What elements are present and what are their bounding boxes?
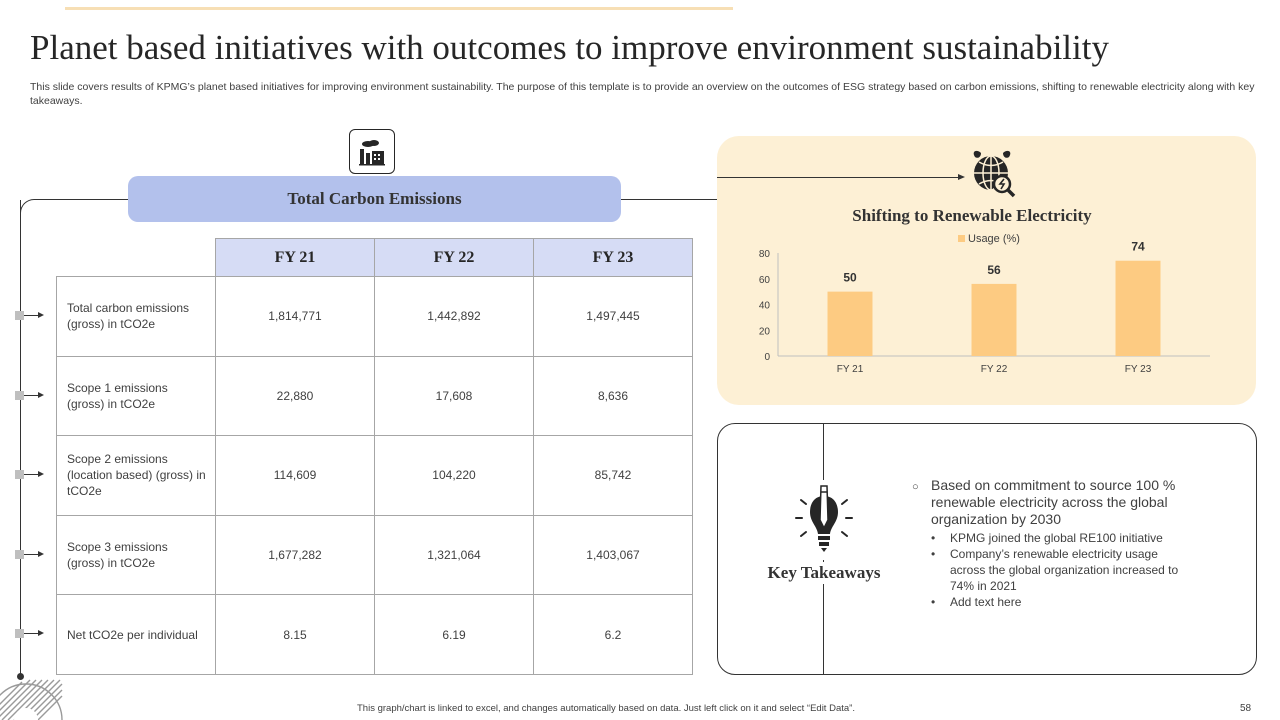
lightbulb-icon: [792, 480, 856, 560]
globe-arrow-line: [717, 177, 962, 178]
table-cell: 1,497,445: [533, 276, 693, 357]
timeline-line: [20, 200, 21, 678]
table-cell: 104,220: [374, 435, 534, 516]
emissions-table: FY 21 FY 22 FY 23 Total carbon emissions…: [56, 238, 693, 675]
table-cell: 114,609: [215, 435, 375, 516]
table-row: Scope 1 emissions (gross) in tCO2e 22,88…: [56, 355, 693, 437]
list-item-text: Add text here: [950, 595, 1022, 609]
table-row: Net tCO2e per individual 8.15 6.19 6.2: [56, 594, 693, 675]
row-marker: [15, 629, 24, 638]
table-cell: 1,442,892: [374, 276, 534, 357]
renewable-bar-chart: Usage (%) 0 20 40 60 80 50 FY 21 56 FY 22 74 FY 23: [759, 233, 1210, 375]
header-connector-line: [621, 199, 717, 200]
bullet-icon: •: [931, 595, 936, 609]
table-header-blank: [56, 238, 216, 277]
table-row: Total carbon emissions (gross) in tCO2e …: [56, 276, 693, 357]
table-cell: 8,636: [533, 355, 693, 437]
row-arrow: [24, 312, 44, 318]
factory-icon: [349, 129, 395, 174]
table-cell: 1,321,064: [374, 514, 534, 596]
bullet-icon: •: [931, 547, 936, 561]
takeaway-sub-list: • KPMG joined the global RE100 initiative…: [931, 530, 1191, 610]
list-item: • KPMG joined the global RE100 initiative: [931, 530, 1191, 546]
legend-swatch: [958, 235, 965, 242]
table-header-fy22: FY 22: [374, 238, 534, 277]
row-label: Scope 1 emissions (gross) in tCO2e: [56, 355, 216, 437]
y-tick-label: 20: [759, 326, 771, 337]
table-cell: 1,814,771: [215, 276, 375, 357]
timeline-corner: [20, 199, 128, 219]
x-tick-label: FY 21: [837, 364, 864, 375]
table-cell: 85,742: [533, 435, 693, 516]
table-row: Scope 2 emissions (location based) (gros…: [56, 435, 693, 516]
list-item: • Company’s renewable electricity usage a…: [931, 546, 1191, 594]
table-row: Scope 3 emissions (gross) in tCO2e 1,677…: [56, 514, 693, 596]
row-arrow: [24, 471, 44, 477]
globe-search-icon: [967, 147, 1017, 199]
footer-note: This graph/chart is linked to excel, and…: [357, 703, 855, 714]
takeaway-main-text: Based on commitment to source 100 % rene…: [931, 477, 1176, 527]
bar-data-label: 56: [987, 263, 1001, 277]
timeline-end-dot: [17, 673, 24, 680]
y-tick-label: 80: [759, 249, 771, 260]
table-cell: 8.15: [215, 594, 375, 675]
row-arrow: [24, 630, 44, 636]
page-title: Planet based initiatives with outcomes t…: [30, 28, 1109, 67]
page-subtitle: This slide covers results of KPMG’s plan…: [30, 81, 1255, 107]
row-arrow: [24, 392, 44, 398]
row-marker: [15, 391, 24, 400]
page-number: 58: [1240, 703, 1252, 714]
row-arrow: [24, 551, 44, 557]
table-cell: 17,608: [374, 355, 534, 437]
table-header-row: FY 21 FY 22 FY 23: [56, 238, 693, 277]
row-marker: [15, 550, 24, 559]
y-tick-label: 40: [759, 301, 771, 312]
x-tick-label: FY 22: [981, 364, 1008, 375]
table-cell: 1,403,067: [533, 514, 693, 596]
list-item-text: KPMG joined the global RE100 initiative: [950, 531, 1163, 545]
row-label: Scope 2 emissions (location based) (gros…: [56, 435, 216, 516]
y-tick-label: 60: [759, 275, 771, 286]
list-item: • Add text here: [931, 594, 1191, 610]
y-tick-label: 0: [764, 352, 770, 363]
row-marker: [15, 311, 24, 320]
table-header-fy23: FY 23: [533, 238, 693, 277]
table-cell: 1,677,282: [215, 514, 375, 596]
table-cell: 22,880: [215, 355, 375, 437]
globe-arrow-head: [958, 174, 965, 180]
takeaway-main-point: ○ Based on commitment to source 100 % re…: [912, 477, 1182, 528]
row-marker: [15, 470, 24, 479]
top-accent-bar: [65, 7, 733, 10]
emissions-section-header: Total Carbon Emissions: [128, 176, 621, 222]
corner-decoration: [0, 678, 80, 720]
table-cell: 6.19: [374, 594, 534, 675]
bullet-icon: •: [931, 531, 936, 545]
bar: [1115, 260, 1161, 356]
bar: [971, 283, 1017, 356]
bar-data-label: 50: [843, 271, 857, 285]
row-label: Total carbon emissions (gross) in tCO2e: [56, 276, 216, 357]
table-header-fy21: FY 21: [215, 238, 375, 277]
circle-bullet-icon: ○: [912, 481, 919, 493]
bar-data-label: 74: [1131, 240, 1145, 254]
key-takeaways-label: Key Takeaways: [764, 562, 884, 584]
row-label: Net tCO2e per individual: [56, 594, 216, 675]
table-cell: 6.2: [533, 594, 693, 675]
row-label: Scope 3 emissions (gross) in tCO2e: [56, 514, 216, 596]
chart-title: Shifting to Renewable Electricity: [852, 206, 1092, 225]
bar: [827, 291, 873, 356]
x-tick-label: FY 23: [1125, 364, 1152, 375]
list-item-text: Company’s renewable electricity usage ac…: [950, 547, 1179, 593]
legend-label: Usage (%): [968, 233, 1020, 245]
